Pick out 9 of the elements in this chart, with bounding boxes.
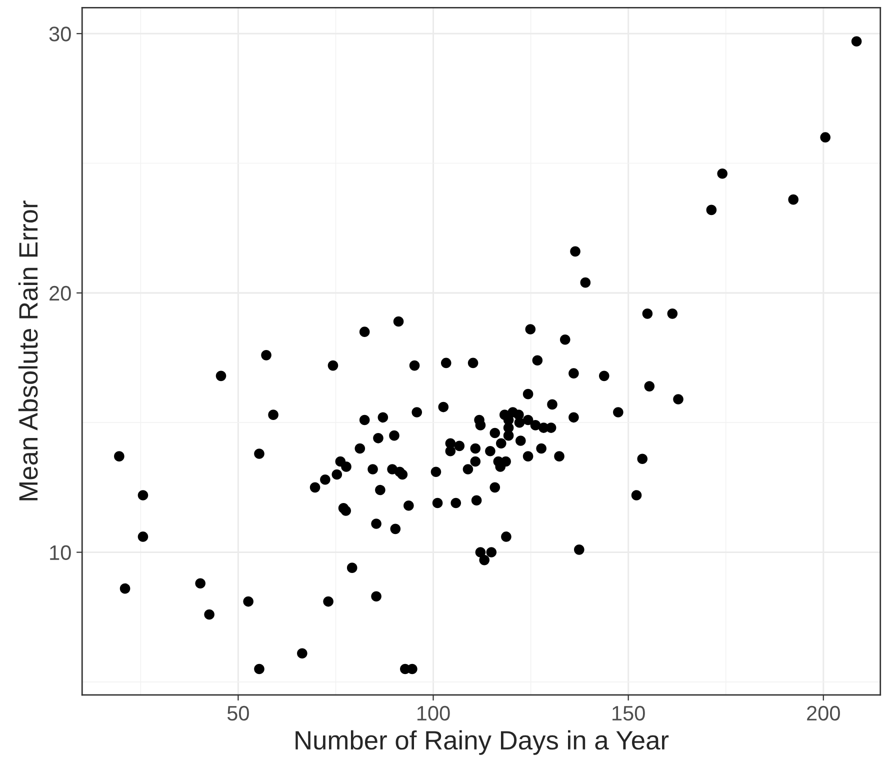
y-tick-label: 20	[50, 286, 71, 301]
x-tick-label: 100	[417, 706, 450, 721]
x-axis-title: Number of Rainy Days in a Year	[296, 730, 669, 755]
x-tick-label: 50	[227, 706, 249, 721]
x-tick-label: 200	[807, 706, 840, 721]
y-tick-label: 30	[49, 26, 71, 42]
x-tick-label: 150	[612, 706, 645, 721]
y-tick-label: 10	[50, 545, 71, 560]
y-axis-title: Mean Absolute Rain Error	[18, 200, 38, 500]
